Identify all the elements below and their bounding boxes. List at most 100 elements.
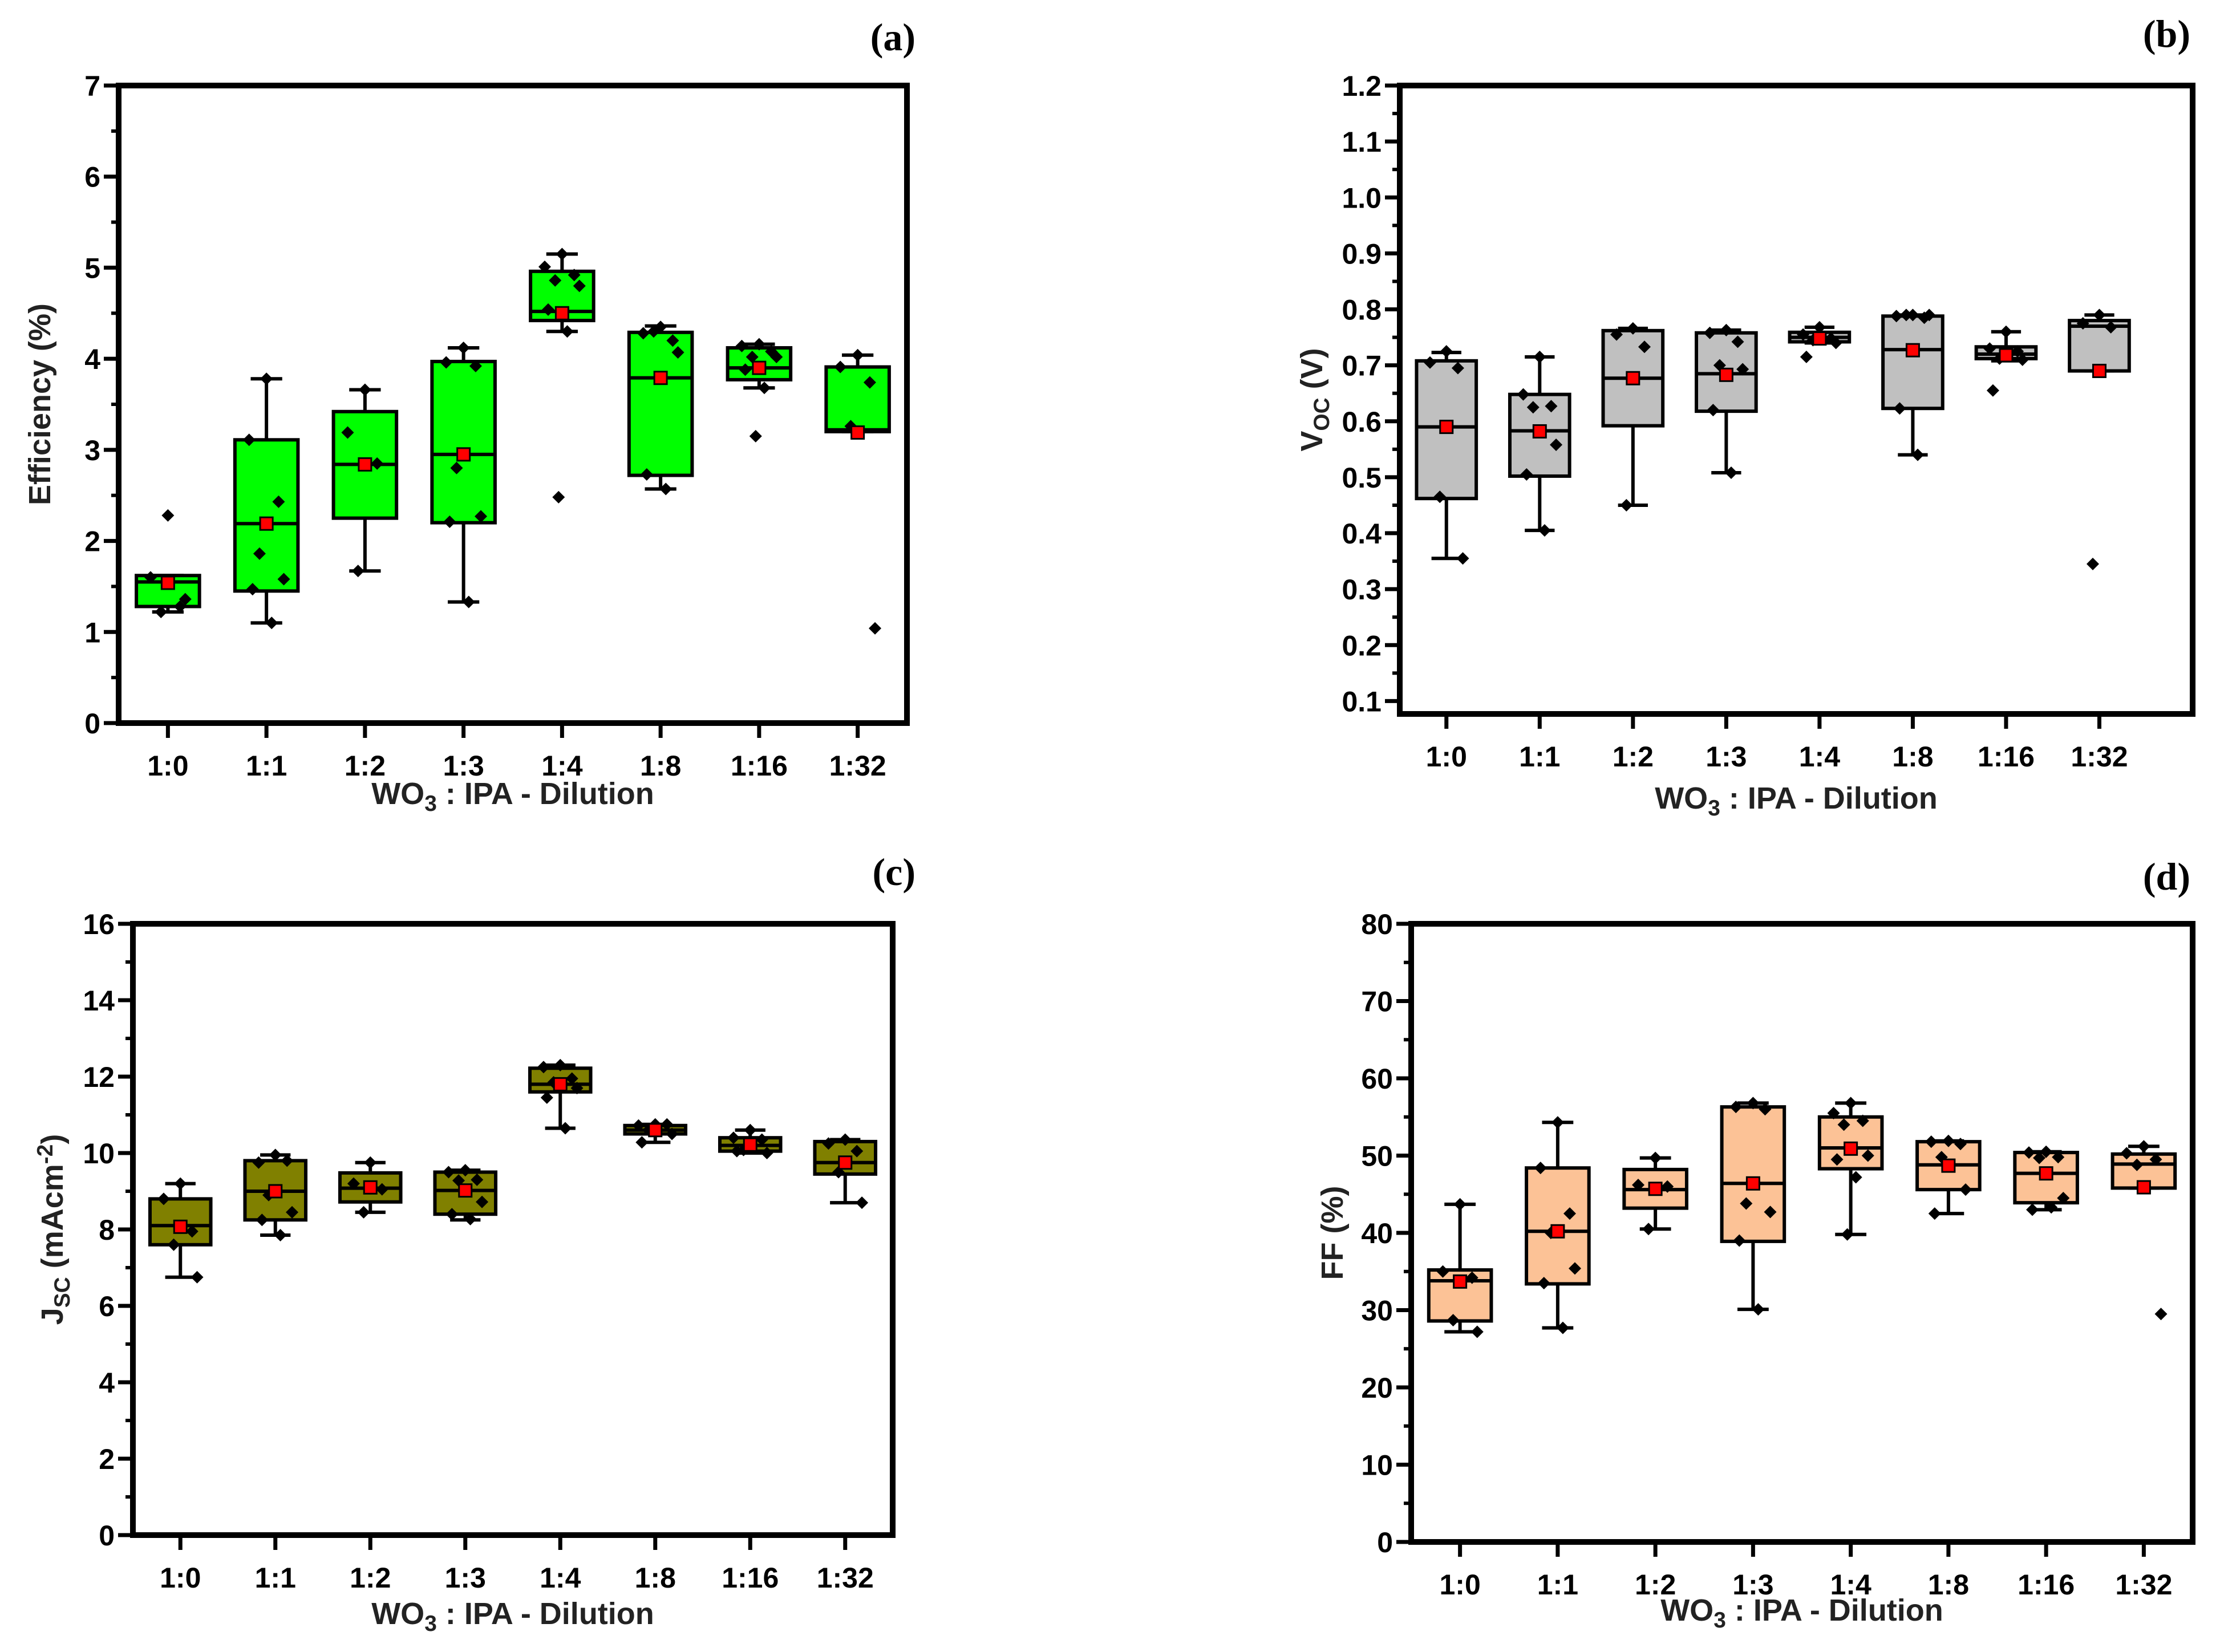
box-1:3 (433, 1164, 498, 1225)
mean-marker (268, 1184, 283, 1199)
box-1:4 (1817, 1097, 1884, 1241)
mean-marker (2039, 1166, 2053, 1181)
mean-marker (1905, 343, 1920, 358)
y-tick-label: 12 (83, 1061, 115, 1093)
data-point (1661, 1180, 1674, 1193)
data-point (274, 1229, 287, 1242)
box-1:3 (430, 341, 497, 608)
data-point (540, 1091, 553, 1104)
x-axis-label: WO3 : IPA - Dilution (371, 1597, 654, 1636)
data-point (1451, 362, 1464, 375)
data-point (1797, 328, 1810, 341)
data-point (822, 1137, 835, 1150)
data-point (730, 1144, 743, 1158)
box-1:16 (718, 1123, 783, 1159)
data-point (475, 510, 488, 523)
label-part: (V) (1295, 348, 1329, 397)
mean-marker (259, 516, 274, 531)
chart-panel-b: (b) 0.1 0.2 0.3 0.4 0.5 0.6 0.7 0.8 0.9 1.0 1.1 1.2 1… (1295, 12, 2195, 821)
data-point (157, 1192, 170, 1205)
data-point (371, 457, 384, 470)
data-point (1556, 1321, 1569, 1334)
y-tick-label: 0.7 (1342, 350, 1382, 382)
box-1:8 (627, 320, 694, 496)
mean-marker (2092, 363, 2107, 378)
data-point (1752, 1303, 1765, 1316)
data-point (659, 482, 673, 496)
data-point (2093, 309, 2106, 322)
box-1:2 (338, 1156, 403, 1219)
data-point (1925, 1135, 1938, 1148)
data-point (462, 595, 475, 608)
data-point (1626, 322, 1639, 335)
data-point (1856, 1114, 1869, 1127)
y-tick-label: 1.2 (1342, 70, 1382, 102)
data-point (1890, 310, 1903, 323)
y-tick-label: 4 (84, 343, 100, 375)
x-tick-label: 1:0 (147, 750, 188, 782)
data-point (851, 348, 864, 362)
label-part: V (1295, 431, 1329, 452)
data-point (347, 1177, 360, 1190)
mean-marker (1999, 348, 2014, 363)
data-point (727, 1131, 740, 1144)
data-point (1517, 388, 1530, 401)
x-tick-label: 1:4 (541, 750, 582, 782)
data-point (760, 1147, 773, 1159)
data-point (1999, 325, 2012, 338)
data-point (2052, 1151, 2065, 1164)
plot-frame (1397, 83, 2195, 717)
box-1:3 (1695, 323, 1758, 480)
mean-marker (653, 371, 668, 385)
y-tick-label: 8 (99, 1214, 115, 1246)
data-point (242, 433, 256, 447)
data-point (476, 1195, 489, 1208)
data-point (1800, 350, 1813, 363)
mean-marker (1550, 1224, 1565, 1239)
label-part: 3 (1713, 1608, 1726, 1633)
y-axis-label: JSC (mAcm-2) (33, 1134, 74, 1325)
data-point (1928, 1207, 1941, 1220)
chart-panel-c: (c) 0 2 4 6 8 10 12 14 16 1:0 1:1 1:2 1:3 1:4 1:8 1:16 1:… (33, 850, 915, 1636)
box-iqr (1881, 314, 1945, 411)
mean-marker (743, 1137, 757, 1152)
y-axis-label: VOC (V) (1295, 348, 1334, 451)
x-tick-label: 1:8 (1892, 741, 1933, 773)
data-point (744, 1123, 757, 1136)
y-tick-label: 0.9 (1342, 238, 1382, 270)
data-point (1526, 401, 1540, 414)
data-point (286, 1205, 299, 1219)
data-point (464, 1212, 477, 1225)
data-point (1533, 350, 1546, 363)
data-point (1453, 1198, 1467, 1211)
plot-frame (116, 83, 910, 726)
x-tick-label: 1:2 (1613, 741, 1654, 773)
data-point (2104, 320, 2117, 334)
data-point (440, 356, 453, 369)
y-tick-label: 0.4 (1342, 518, 1382, 550)
data-point (260, 372, 273, 385)
label-part: : IPA - Dilution (1720, 781, 1938, 815)
data-point (537, 1061, 550, 1074)
data-point (1740, 1197, 1753, 1210)
box-1:8 (623, 1118, 688, 1149)
label-part: 3 (424, 792, 437, 816)
mean-marker (553, 1077, 568, 1091)
panel-label: (a) (870, 15, 915, 59)
data-point (739, 363, 752, 376)
data-point (1520, 468, 1533, 481)
data-point (265, 616, 278, 630)
x-tick-label: 1:1 (1537, 1569, 1578, 1601)
data-point (752, 338, 765, 351)
y-tick-label: 2 (84, 526, 100, 558)
data-point (1631, 1178, 1644, 1191)
y-tick-label: 1 (84, 616, 100, 648)
y-tick-label: 20 (1361, 1372, 1393, 1404)
y-tick-label: 5 (84, 252, 100, 284)
data-point (538, 260, 551, 273)
mean-marker (1532, 424, 1547, 439)
x-tick-label: 1:2 (345, 750, 386, 782)
data-point (1720, 323, 1733, 336)
data-point (552, 490, 565, 504)
